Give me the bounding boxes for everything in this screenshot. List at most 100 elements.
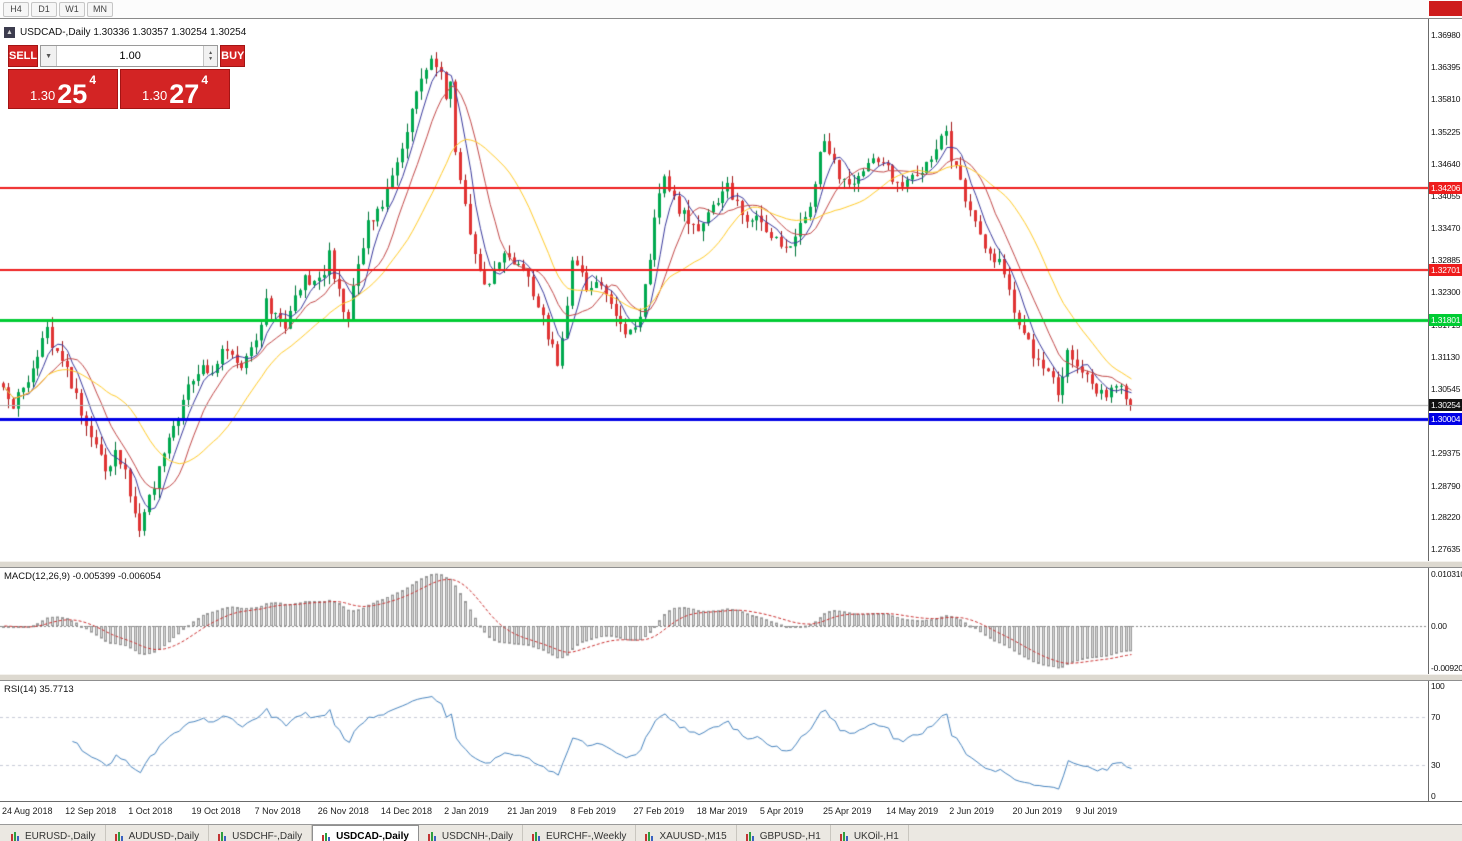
rsi-axis-label: 70 <box>1431 712 1441 722</box>
date-axis-label: 12 Sep 2018 <box>65 806 117 816</box>
level-price-badge: 1.32701 <box>1429 264 1462 277</box>
date-axis-label: 9 Jul 2019 <box>1075 806 1118 816</box>
rsi-pane: RSI(14) 35.7713 100 70 30 0 <box>0 681 1462 801</box>
date-axis-label: 25 Apr 2019 <box>823 806 872 816</box>
macd-canvas[interactable] <box>0 568 1428 674</box>
volume-dropdown-icon[interactable]: ▼ <box>41 46 58 66</box>
price-axis-label: 1.32885 <box>1431 255 1461 266</box>
macd-axis[interactable]: 0.010310 0.00 -0.009200 <box>1428 568 1462 674</box>
chart-tab-label: USDCHF-,Daily <box>232 830 303 841</box>
price-axis-label: 1.34055 <box>1431 190 1461 201</box>
sell-price-button[interactable]: 1.30 25 4 <box>8 69 118 109</box>
price-axis[interactable]: 1.36980 1.36395 1.35810 1.35225 1.34640 1.340… <box>1428 19 1462 561</box>
chart-tab-icon <box>11 831 20 841</box>
date-axis-label: 27 Feb 2019 <box>633 806 685 816</box>
chart-tab-eurchf[interactable]: EURCHF-,Weekly <box>523 825 637 841</box>
buy-price-prefix: 1.30 <box>141 88 168 104</box>
chart-tab-icon <box>114 831 124 841</box>
date-axis-label: 5 Apr 2019 <box>759 806 804 816</box>
date-axis-label: 26 Nov 2018 <box>317 806 369 816</box>
rsi-axis[interactable]: 100 70 30 0 <box>1428 681 1462 801</box>
price-axis-label: 1.35810 <box>1431 94 1461 105</box>
chart-tab-icon <box>427 831 437 841</box>
toolbar-red-indicator <box>1429 1 1462 16</box>
chart-tab-label: GBPUSD-,H1 <box>759 830 821 841</box>
pane-splitter-macd[interactable] <box>0 561 1462 568</box>
volume-input[interactable] <box>57 46 204 66</box>
macd-axis-label: -0.009200 <box>1431 663 1462 673</box>
price-chart-canvas[interactable] <box>0 19 1428 561</box>
timeframe-toolbar: H4 D1 W1 MN <box>0 0 1462 18</box>
buy-button[interactable]: BUY <box>220 45 246 67</box>
chart-tab-label: USDCNH-,Daily <box>441 830 514 841</box>
date-axis-label: 19 Oct 2018 <box>191 806 241 816</box>
timeframe-button-mn[interactable]: MN <box>87 1 113 17</box>
one-click-collapse-icon[interactable]: ▲ <box>4 27 15 38</box>
spinner-up-icon[interactable]: ▲ <box>208 49 214 56</box>
macd-header: MACD(12,26,9) -0.005399 -0.006054 <box>4 571 161 582</box>
rsi-canvas[interactable] <box>0 681 1428 801</box>
chart-header: ▲ USDCAD-,Daily 1.30336 1.30357 1.30254 … <box>4 27 246 38</box>
price-axis-label: 1.28220 <box>1431 511 1461 522</box>
chart-tab-xauusd[interactable]: XAUUSD-,M15 <box>636 825 737 841</box>
price-axis-label: 1.31130 <box>1431 351 1460 362</box>
date-axis-label: 8 Feb 2019 <box>570 806 616 816</box>
price-pane: ▲ USDCAD-,Daily 1.30336 1.30357 1.30254 … <box>0 19 1462 561</box>
chart-tab-icon <box>532 831 541 841</box>
rsi-label: RSI(14) 35.7713 <box>4 684 74 695</box>
level-price-badge: 1.30004 <box>1429 412 1462 425</box>
date-axis-label: 18 Mar 2019 <box>696 806 748 816</box>
sell-price-pip: 4 <box>89 73 97 87</box>
level-price-badge: 1.34206 <box>1429 181 1462 194</box>
buy-price-pip: 4 <box>201 73 209 87</box>
date-axis-label: 14 May 2019 <box>886 806 939 816</box>
chart-tab-gbpusd[interactable]: GBPUSD-,H1 <box>737 825 831 841</box>
chart-tab-icon <box>839 831 849 841</box>
pane-splitter-rsi[interactable] <box>0 674 1462 681</box>
timeframe-button-d1[interactable]: D1 <box>31 1 57 17</box>
chart-tab-usdcad[interactable]: USDCAD-,Daily <box>312 825 419 841</box>
macd-pane: MACD(12,26,9) -0.005399 -0.006054 0.0103… <box>0 568 1462 674</box>
chart-tab-icon <box>322 832 331 841</box>
price-axis-label: 1.29375 <box>1431 448 1461 459</box>
price-axis-label: 1.33470 <box>1431 223 1461 234</box>
chart-tab-eurusd[interactable]: EURUSD-,Daily <box>2 825 106 841</box>
chart-tab-label: AUDUSD-,Daily <box>128 830 200 841</box>
rsi-axis-label: 0 <box>1431 791 1436 801</box>
chart-tab-usdcnh[interactable]: USDCNH-,Daily <box>419 825 524 841</box>
chart-tab-ukoil[interactable]: UKOil-,H1 <box>831 825 909 841</box>
macd-axis-label: 0.00 <box>1431 621 1447 631</box>
rsi-axis-label: 100 <box>1431 681 1445 691</box>
chart-tab-usdchf[interactable]: USDCHF-,Daily <box>209 825 313 841</box>
date-axis[interactable]: 24 Aug 2018 12 Sep 2018 1 Oct 2018 19 Oct 2… <box>0 801 1462 824</box>
date-axis-label: 7 Nov 2018 <box>254 806 301 816</box>
macd-label: MACD(12,26,9) -0.005399 -0.006054 <box>4 571 161 582</box>
sell-price-prefix: 1.30 <box>29 88 56 104</box>
chart-tab-bar: EURUSD-,Daily AUDUSD-,Daily USDCHF-,Daily U… <box>0 824 1462 841</box>
buy-price-button[interactable]: 1.30 27 4 <box>120 69 230 109</box>
chart-tab-label: XAUUSD-,M15 <box>659 830 727 841</box>
chart-tab-label: EURUSD-,Daily <box>25 830 96 841</box>
volume-control: ▼ ▲▼ <box>40 45 219 67</box>
chart-tab-audusd[interactable]: AUDUSD-,Daily <box>106 825 210 841</box>
price-axis-label: 1.28790 <box>1431 480 1461 491</box>
bid-price-badge: 1.30254 <box>1429 399 1462 412</box>
timeframe-button-w1[interactable]: W1 <box>59 1 85 17</box>
price-axis-label: 1.36980 <box>1431 29 1461 40</box>
rsi-header: RSI(14) 35.7713 <box>4 684 74 695</box>
volume-spinner[interactable]: ▲ ▼ <box>203 46 218 66</box>
level-price-badge: 1.31801 <box>1429 313 1462 326</box>
date-axis-label: 21 Jan 2019 <box>507 806 557 816</box>
timeframe-button-h4[interactable]: H4 <box>3 1 29 17</box>
sell-button[interactable]: SELL <box>8 45 39 67</box>
price-axis-label: 1.32300 <box>1431 287 1461 298</box>
date-axis-label: 2 Jan 2019 <box>444 806 489 816</box>
date-axis-label: 20 Jun 2019 <box>1012 806 1062 816</box>
rsi-axis-label: 30 <box>1431 760 1441 770</box>
sell-price-big: 25 <box>57 79 88 110</box>
price-axis-label: 1.35225 <box>1431 126 1461 137</box>
price-axis-label: 1.27635 <box>1431 544 1461 555</box>
spinner-down-icon[interactable]: ▼ <box>208 55 214 62</box>
chart-tab-icon <box>745 831 755 841</box>
